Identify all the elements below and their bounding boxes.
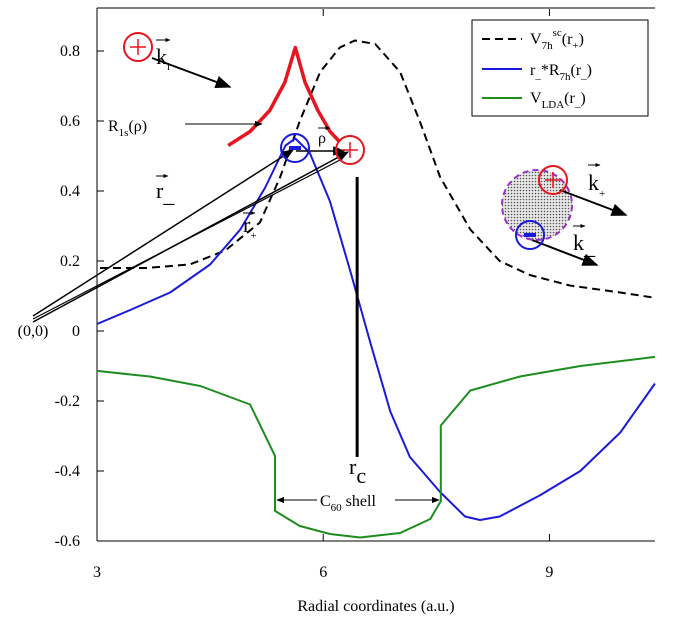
ki-arrow: [151, 57, 232, 88]
legend-part: (r: [571, 62, 582, 79]
electron: [280, 133, 310, 163]
plus-sign: [130, 39, 146, 55]
legend-swatches: [482, 38, 522, 99]
legend-part: r: [530, 62, 536, 79]
legend-part: (r: [562, 31, 573, 48]
positron: [123, 32, 153, 62]
rc-main: r: [349, 454, 357, 479]
legend: V7hsc(r+) r_*R7h(r_) VLDA(r_): [471, 19, 649, 117]
legend-entry: V7hsc(r+): [530, 27, 584, 52]
electron: [515, 220, 545, 250]
shell-label: C60 shell: [320, 493, 376, 514]
legend-part: V: [530, 90, 542, 107]
legend-part: ): [579, 31, 584, 48]
vector-line: [32, 159, 341, 320]
rminus-main: r: [156, 178, 164, 203]
rminus-label: r_: [156, 178, 175, 207]
shell-word: shell: [342, 493, 377, 510]
series-line: [96, 137, 656, 521]
plus-sign: [545, 172, 561, 188]
ki-main: k: [156, 44, 167, 69]
legend-entry: r_*R7h(r_): [530, 62, 592, 83]
y-tick-label: -0.6: [55, 533, 80, 550]
origin-label: (0,0): [18, 323, 49, 340]
legend-part: 7h: [560, 71, 572, 83]
y-tick-label: 0: [72, 323, 80, 340]
y-tick-label: 0.4: [60, 183, 80, 200]
kminus-main: k: [573, 230, 584, 255]
r1s-sub: 1s: [119, 127, 129, 139]
kplus-main: k: [588, 170, 599, 195]
legend-part: *R: [541, 62, 560, 79]
rc-label: rc: [349, 454, 366, 488]
x-axis-label: Radial coordinates (a.u.): [297, 598, 454, 615]
kplus-label: k+: [588, 170, 605, 200]
legend-part: _: [574, 97, 581, 109]
curves: [96, 39, 656, 539]
legend-part: ): [587, 62, 592, 79]
plus-sign: [342, 142, 358, 158]
ki-sub: i: [167, 61, 170, 73]
x-tick-label: 3: [93, 564, 101, 581]
rplus-label: r+: [243, 212, 257, 242]
r1s-label: R1s(ρ): [108, 118, 147, 139]
rplus-main: r: [243, 212, 251, 237]
ki-label: ki: [156, 44, 170, 73]
legend-part: +: [572, 40, 578, 52]
r1s-arg: (ρ): [128, 118, 147, 135]
rplus-sub: +: [250, 230, 256, 242]
kminus-sub: _: [583, 234, 596, 259]
series-line: [96, 355, 656, 539]
positron: [538, 165, 568, 195]
shaded-region: [501, 169, 573, 241]
series-line: [100, 39, 656, 299]
y-tick-label: 0.2: [60, 253, 80, 270]
legend-part: LDA: [542, 99, 565, 111]
legend-part: V: [530, 31, 542, 48]
shell-label-bg: [317, 490, 395, 512]
shell-sub: 60: [331, 502, 343, 514]
x-tick-label: 6: [319, 564, 327, 581]
charges: [123, 32, 568, 250]
kplus-sub: +: [599, 188, 605, 200]
y-tick-label: 0.8: [60, 43, 80, 60]
kplus-arrow: [559, 189, 628, 216]
legend-part: (r: [564, 90, 575, 107]
kminus-label: k_: [573, 230, 596, 259]
rc-sub: c: [356, 463, 366, 488]
x-tick-label: 9: [545, 564, 553, 581]
legend-part: sc: [553, 27, 562, 39]
shell-main: C: [320, 493, 331, 510]
legend-part: 7h: [542, 40, 554, 52]
vector-arrow: [32, 149, 295, 317]
rho-label: ρ: [318, 130, 326, 147]
y-tick-label: -0.2: [55, 393, 80, 410]
legend-part: _: [534, 69, 541, 81]
legend-entry: VLDA(r_): [530, 90, 586, 111]
positron: [335, 135, 365, 165]
y-tick-label: 0.6: [60, 113, 80, 130]
legend-part: ): [580, 90, 585, 107]
r1s-main: R: [108, 118, 119, 135]
kminus-arrow: [531, 239, 599, 266]
y-tick-label: -0.4: [55, 463, 80, 480]
legend-part: _: [580, 69, 587, 81]
rminus-sub: _: [162, 182, 175, 207]
